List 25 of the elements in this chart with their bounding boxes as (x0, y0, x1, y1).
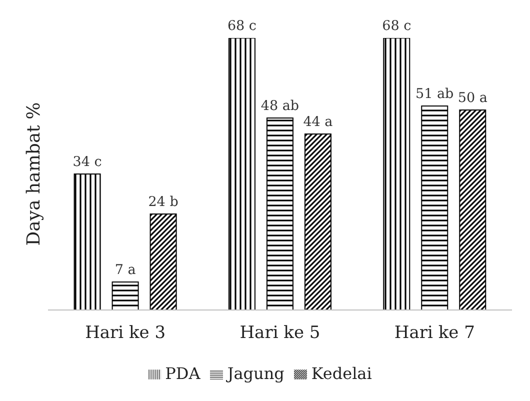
data-label: 50 a (458, 90, 488, 106)
data-label: 7 a (114, 262, 136, 278)
data-label: 24 b (148, 194, 178, 210)
bar (74, 174, 101, 310)
x-tick-label: Hari ke 5 (240, 323, 320, 344)
legend-label: Kedelai (311, 364, 372, 383)
legend-label: Jagung (227, 364, 284, 383)
bar (304, 134, 332, 310)
bar (421, 106, 448, 310)
bar (383, 38, 410, 310)
y-axis-title: Daya hambat % (23, 102, 44, 246)
legend-label: PDA (165, 364, 200, 383)
bar (228, 38, 256, 310)
data-label: 44 a (303, 114, 333, 130)
data-label: 68 c (382, 18, 412, 34)
data-label: 51 ab (416, 86, 454, 102)
bar (112, 282, 139, 310)
data-label: 34 c (72, 154, 102, 170)
x-tick-label: Hari ke 3 (85, 323, 166, 344)
data-label: 48 ab (260, 98, 300, 114)
bar (266, 118, 294, 310)
x-tick-label: Hari ke 7 (394, 323, 475, 344)
bar (459, 110, 486, 310)
bar (150, 214, 177, 310)
data-label: 68 c (227, 18, 256, 34)
